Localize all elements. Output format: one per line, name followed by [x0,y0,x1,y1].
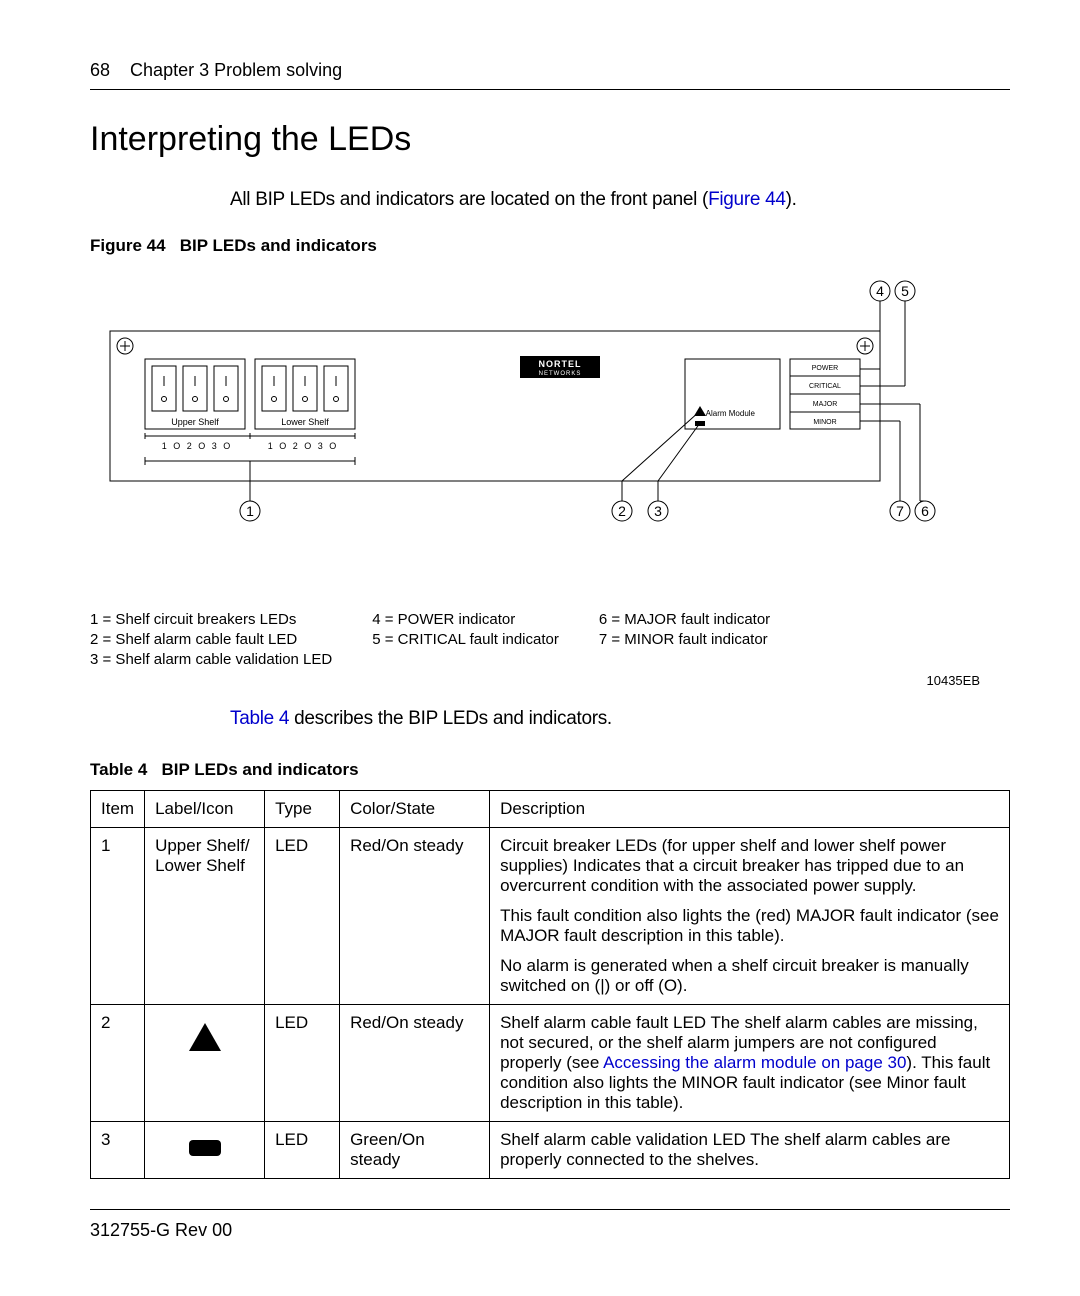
callout-1: 1 [246,503,254,519]
page-number: 68 [90,60,110,80]
cell-label [145,1005,265,1122]
bip-diagram: 4 5 Upper Shelf Lower Shelf 1 O 2 O 3 O … [90,271,1010,621]
callout-3: 3 [654,503,662,519]
intro-text-before: All BIP LEDs and indicators are located … [230,189,708,210]
table-caption-prefix: Table 4 [90,760,147,779]
cell-desc: Shelf alarm cable fault LED The shelf al… [490,1005,1010,1122]
cell-label [145,1122,265,1179]
label-scale-left: 1 O 2 O 3 O [162,441,233,451]
cell-color: Red/On steady [340,1005,490,1122]
legend-5: 5 = CRITICAL fault indicator [372,631,559,648]
table-intro-text: describes the BIP LEDs and indicators. [289,708,612,729]
header-divider [90,89,1010,90]
callout-7: 7 [896,503,904,519]
label-critical: CRITICAL [809,383,841,390]
triangle-icon [185,1021,225,1053]
table-row: 3 LED Green/On steady Shelf alarm cable … [91,1122,1010,1179]
legend-7: 7 = MINOR fault indicator [599,631,770,648]
desc-p1: Circuit breaker LEDs (for upper shelf an… [500,836,999,896]
led-table: Item Label/Icon Type Color/State Descrip… [90,790,1010,1179]
brand-bottom: NETWORKS [539,371,582,377]
cell-type: LED [265,1122,340,1179]
table-caption: Table 4 BIP LEDs and indicators [90,760,1010,780]
desc-link[interactable]: Accessing the alarm module on page 30 [603,1053,906,1072]
cell-color: Green/On steady [340,1122,490,1179]
label-minor: MINOR [813,419,836,426]
rect-icon [185,1138,225,1160]
label-power: POWER [812,365,838,372]
label-lower-shelf: Lower Shelf [281,417,329,427]
section-title: Interpreting the LEDs [90,120,1010,159]
intro-text-after: ). [786,189,797,210]
cell-color: Red/On steady [340,828,490,1005]
desc-p2: This fault condition also lights the (re… [500,906,999,946]
footer-divider [90,1209,1010,1210]
brand-top: NORTEL [539,359,582,369]
figure-caption-text: BIP LEDs and indicators [180,236,377,255]
cell-desc: Circuit breaker LEDs (for upper shelf an… [490,828,1010,1005]
footer-text: 312755-G Rev 00 [90,1220,1010,1241]
th-color: Color/State [340,791,490,828]
legend-2: 2 = Shelf alarm cable fault LED [90,631,332,648]
cell-desc: Shelf alarm cable validation LED The she… [490,1122,1010,1179]
label-alarm-module: Alarm Module [706,409,756,418]
page-header: 68 Chapter 3 Problem solving [90,60,1010,81]
cell-item: 2 [91,1005,145,1122]
callout-5: 5 [901,283,909,299]
table-ref-link[interactable]: Table 4 [230,708,289,729]
th-type: Type [265,791,340,828]
figure-ref-link[interactable]: Figure 44 [708,189,786,210]
cell-label: Upper Shelf/ Lower Shelf [145,828,265,1005]
th-label: Label/Icon [145,791,265,828]
desc-p3: No alarm is generated when a shelf circu… [500,956,999,996]
cell-item: 1 [91,828,145,1005]
cell-type: LED [265,1005,340,1122]
figure-caption: Figure 44 BIP LEDs and indicators [90,236,1010,256]
chapter-title: Chapter 3 Problem solving [130,60,342,80]
figure-id: 10435EB [90,673,980,688]
th-item: Item [91,791,145,828]
callout-4: 4 [876,283,884,299]
label-major: MAJOR [813,401,838,408]
cell-item: 3 [91,1122,145,1179]
figure-caption-prefix: Figure 44 [90,236,166,255]
table-header-row: Item Label/Icon Type Color/State Descrip… [91,791,1010,828]
callout-2: 2 [618,503,626,519]
label-scale-right: 1 O 2 O 3 O [268,441,339,451]
legend-3: 3 = Shelf alarm cable validation LED [90,651,332,668]
label-upper-shelf: Upper Shelf [171,417,219,427]
bip-diagram-svg: 4 5 Upper Shelf Lower Shelf 1 O 2 O 3 O … [90,271,1010,591]
table-intro: Table 4 describes the BIP LEDs and indic… [230,708,1010,730]
callout-6: 6 [921,503,929,519]
table-caption-text: BIP LEDs and indicators [162,760,359,779]
table-row: 1 Upper Shelf/ Lower Shelf LED Red/On st… [91,828,1010,1005]
th-desc: Description [490,791,1010,828]
table-row: 2 LED Red/On steady Shelf alarm cable fa… [91,1005,1010,1122]
intro-paragraph: All BIP LEDs and indicators are located … [230,189,1010,211]
cell-type: LED [265,828,340,1005]
